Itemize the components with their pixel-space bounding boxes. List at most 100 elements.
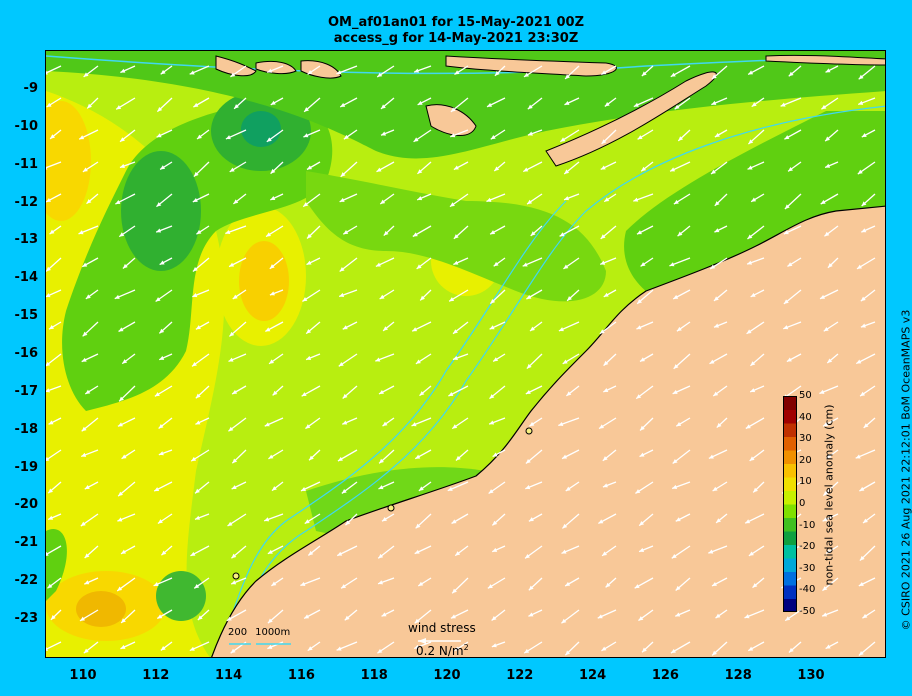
wind-arrow-head — [788, 71, 794, 77]
wind-arrow-head — [270, 168, 276, 174]
wind-arrow-head — [675, 585, 681, 591]
wind-arrow-head — [415, 523, 421, 529]
lat-tick-label: -19 — [14, 459, 39, 475]
wind-arrow-head — [341, 584, 347, 589]
wind-arrow-head — [634, 584, 640, 589]
lat-tick-label: -11 — [14, 156, 39, 172]
colorbar-swatch — [783, 477, 797, 491]
wind-arrow-head — [304, 519, 310, 524]
wind-arrow-head — [194, 583, 200, 589]
wind-arrow-head — [821, 104, 827, 110]
colorbar-tick-label: 30 — [799, 433, 812, 445]
wind-arrow-head — [788, 647, 794, 653]
wind-arrow-head — [86, 199, 92, 204]
wind-arrow-head — [193, 102, 199, 107]
wind-arrow-head — [49, 229, 55, 235]
wind-arrow-head — [271, 581, 277, 586]
wind-arrow-head — [712, 650, 717, 656]
wind-arrow-head — [189, 70, 195, 75]
wind-arrow-head — [197, 134, 202, 140]
wind-arrow-head — [301, 392, 307, 397]
wind-arrow-head — [411, 422, 417, 427]
wind-arrow-head — [156, 202, 162, 207]
wind-arrow-head — [195, 488, 200, 494]
wind-arrow-head — [84, 553, 90, 559]
wind-arrow-head — [46, 197, 51, 202]
wind-arrow-head — [528, 585, 534, 591]
wind-legend-scale: 0.2 N/m2 — [416, 643, 469, 658]
station-marker-2 — [387, 504, 395, 512]
wind-arrow-head — [81, 452, 87, 457]
wind-arrow-head — [344, 615, 350, 621]
wind-arrow-head — [669, 262, 675, 267]
colorbar-tick-label: 20 — [799, 454, 812, 466]
wind-arrow-head — [565, 650, 571, 656]
wind-arrow-head — [562, 359, 568, 364]
wind-arrow-head — [486, 197, 492, 202]
wind-arrow-head — [562, 523, 568, 529]
wind-arrow-head — [709, 359, 715, 364]
wind-arrow-head — [87, 103, 92, 109]
wind-arrow-head — [860, 391, 866, 397]
wind-arrow-head — [641, 71, 647, 77]
wind-arrow-head — [232, 458, 238, 464]
wind-arrow-head — [673, 294, 679, 299]
wind-arrow-head — [640, 262, 646, 267]
wind-arrow-head — [523, 72, 529, 77]
wind-arrow-head — [855, 454, 861, 459]
wind-arrow-head — [46, 293, 51, 298]
wind-arrow-head — [715, 613, 721, 619]
wind-arrow-head — [191, 456, 197, 462]
wind-arrow-head — [46, 551, 49, 556]
wind-arrow-head — [560, 137, 566, 142]
wind-arrow-head — [529, 421, 535, 427]
wind-arrow-head — [713, 391, 719, 396]
anomaly-peak-sw — [76, 591, 126, 627]
wind-arrow-head — [225, 135, 231, 140]
wind-arrow-head — [566, 391, 572, 396]
map-subtitle: access_g for 14-May-2021 23:30Z — [333, 31, 579, 46]
colorbar-swatch — [783, 463, 797, 478]
bathy-level-1000: 1000m — [255, 627, 291, 638]
island-east — [765, 54, 885, 66]
wind-arrow-head — [525, 553, 530, 559]
wind-arrow-head — [784, 135, 790, 140]
wind-arrow-head — [860, 323, 866, 328]
wind-arrow-head — [672, 389, 678, 394]
wind-arrow-head — [603, 292, 609, 297]
lon-tick-label: 110 — [69, 668, 97, 683]
wind-arrow-head — [526, 294, 532, 299]
colorbar-title: non-tidal sea level anomaly (cm) — [822, 404, 836, 586]
wind-arrow-head — [856, 359, 862, 364]
wind-arrow-head — [675, 612, 681, 617]
wind-arrow-head — [823, 490, 829, 496]
bathymetry-legend: 200 1000m — [228, 627, 298, 638]
wind-arrow-head — [267, 68, 273, 73]
wind-arrow-head — [233, 199, 239, 204]
wind-arrow-head — [160, 645, 166, 651]
wind-arrow-head — [744, 614, 750, 619]
wind-arrow-head — [826, 453, 832, 459]
wind-arrow-head — [603, 360, 609, 366]
wind-arrow-head — [380, 104, 386, 109]
wind-arrow-head — [604, 101, 610, 107]
wind-arrow-head — [85, 389, 91, 394]
lat-tick-label: -20 — [14, 497, 39, 513]
wind-arrow-head — [117, 586, 123, 591]
wind-arrow-head — [714, 228, 720, 233]
island-1 — [215, 55, 257, 77]
lon-tick-label: 114 — [215, 668, 243, 683]
wind-arrow-head — [822, 586, 828, 591]
colorbar-swatch — [783, 544, 797, 559]
wind-arrow-head — [601, 139, 607, 144]
wind-arrow-head — [780, 102, 786, 107]
wind-arrow-head — [153, 582, 159, 587]
lon-tick-label: 116 — [287, 668, 315, 683]
wind-arrow-head — [602, 483, 608, 488]
colorbar-tick-label: 40 — [799, 411, 812, 423]
wind-arrow-head — [230, 72, 236, 77]
wind-arrow-head — [748, 139, 754, 145]
lat-tick-label: -17 — [14, 383, 39, 399]
wind-arrow-head — [602, 551, 608, 556]
wind-arrow-shaft — [46, 65, 62, 74]
